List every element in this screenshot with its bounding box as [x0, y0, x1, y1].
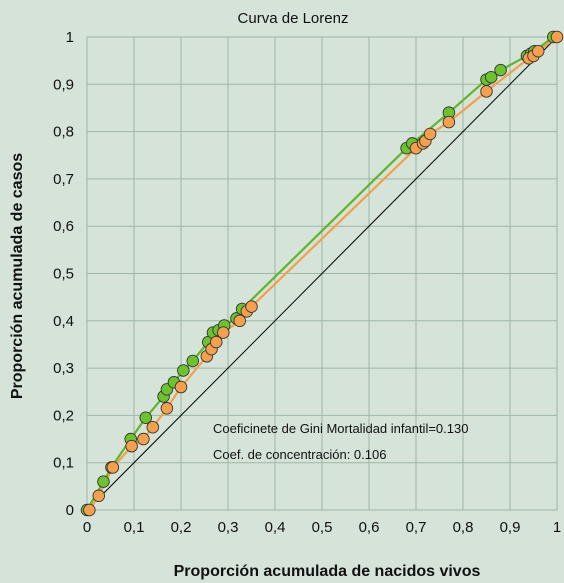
orange-series-point	[550, 30, 564, 44]
orange-series-point	[174, 380, 188, 394]
y-tick-label: 0,6	[53, 218, 74, 235]
y-tick-label: 0,3	[53, 360, 74, 377]
x-tick-label: 1	[553, 519, 561, 536]
orange-series-point	[442, 115, 456, 129]
y-tick-label: 0,4	[53, 313, 74, 330]
x-axis-title: Proporción acumulada de nacidos vivos	[174, 563, 481, 580]
y-tick-label: 1	[66, 29, 74, 46]
x-tick-label: 0,1	[124, 519, 145, 536]
y-tick-label: 0,8	[53, 124, 74, 141]
x-tick-label: 0,2	[171, 519, 192, 536]
y-axis-title: Proporción acumulada de casos	[9, 153, 26, 399]
green-series-point	[186, 354, 199, 368]
y-tick-label: 0,7	[53, 171, 74, 188]
y-tick-label: 0	[66, 502, 74, 519]
x-tick-label: 0,9	[500, 519, 521, 536]
orange-series-point	[106, 461, 120, 474]
orange-series-point	[423, 127, 437, 141]
orange-series-point	[137, 432, 150, 446]
green-series-point	[494, 63, 507, 77]
x-tick-label: 0,3	[218, 519, 239, 536]
equality-line	[86, 36, 558, 511]
y-tick-label: 0,2	[53, 407, 74, 424]
orange-series-point	[217, 326, 230, 339]
chart-title: Curva de Lorenz	[238, 10, 349, 27]
green-series-point	[139, 411, 152, 425]
annotation-gini: Coeficinete de Gini Mortalidad infantil=…	[213, 421, 468, 436]
orange-series-point	[125, 439, 138, 453]
orange-series-point	[209, 335, 223, 349]
y-tick-label: 0,5	[53, 266, 74, 283]
green-series-point	[177, 364, 190, 377]
orange-series-point	[160, 402, 174, 415]
x-tick-label: 0,5	[312, 519, 333, 536]
x-tick-label: 0,7	[406, 519, 427, 536]
orange-series-point	[233, 314, 246, 328]
annotation-concentration: Coef. de concentración: 0.106	[213, 447, 386, 462]
y-tick-label: 0,1	[53, 455, 74, 472]
green-series-point	[484, 70, 498, 84]
orange-series-point	[146, 420, 160, 434]
orange-series-point	[92, 489, 105, 503]
orange-series-point	[480, 85, 493, 98]
orange-series-point	[83, 503, 96, 517]
orange-series-point	[531, 44, 545, 58]
x-tick-label: 0,6	[359, 519, 380, 536]
orange-series-point	[245, 300, 258, 313]
green-series-point	[97, 475, 110, 488]
x-tick-label: 0	[83, 519, 91, 536]
y-tick-label: 0,9	[53, 76, 74, 93]
x-tick-label: 0,8	[453, 519, 474, 536]
x-tick-label: 0,4	[265, 519, 286, 536]
